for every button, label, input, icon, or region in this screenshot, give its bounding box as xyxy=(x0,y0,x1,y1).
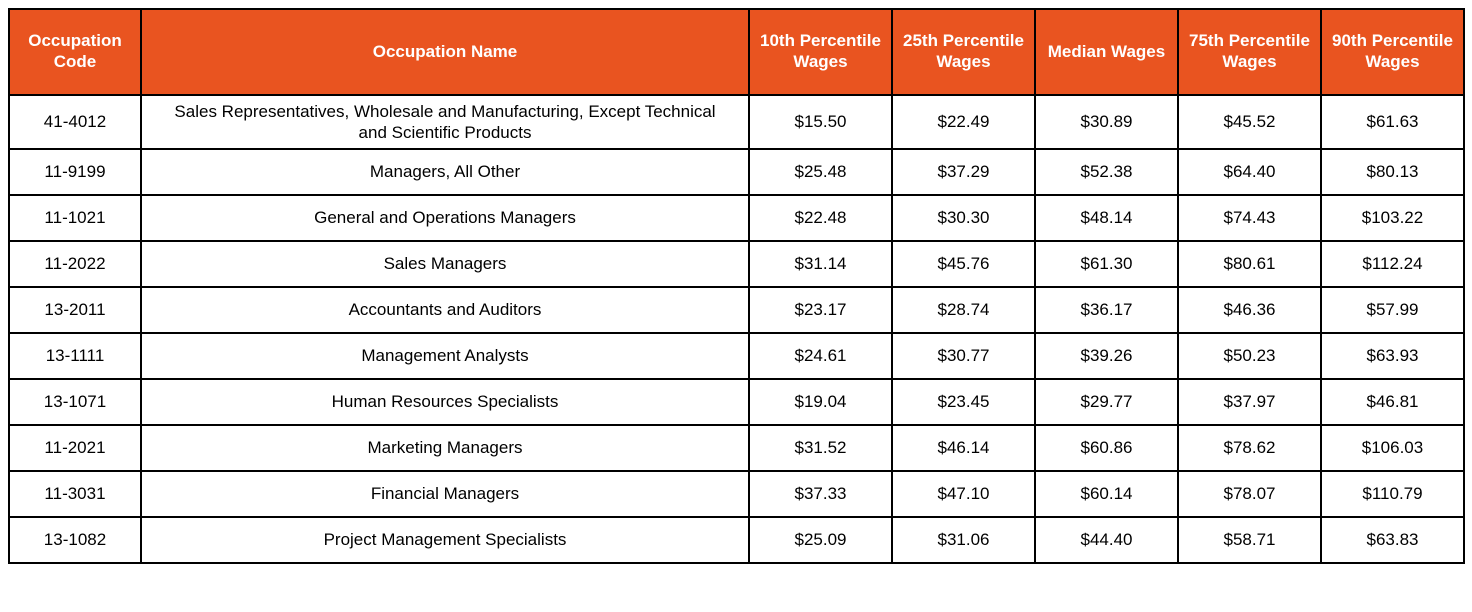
wage-90th-cell: $63.93 xyxy=(1320,332,1465,380)
wage-median-cell: $60.86 xyxy=(1034,424,1179,472)
col-header-90th-percentile-wages: 90th Percentile Wages xyxy=(1320,8,1465,96)
occupation-code-cell: 41-4012 xyxy=(8,94,142,150)
wage-10th-cell: $15.50 xyxy=(748,94,893,150)
wage-90th-cell: $103.22 xyxy=(1320,194,1465,242)
wage-90th-cell: $63.83 xyxy=(1320,516,1465,564)
occupation-name-cell: Marketing Managers xyxy=(140,424,750,472)
occupation-name-cell: General and Operations Managers xyxy=(140,194,750,242)
wage-median-cell: $60.14 xyxy=(1034,470,1179,518)
wage-25th-cell: $31.06 xyxy=(891,516,1036,564)
col-header-occupation-name: Occupation Name xyxy=(140,8,750,96)
table-row: 11-2021 Marketing Managers $31.52 $46.14 $60… xyxy=(8,424,1465,472)
occupation-code-cell: 11-1021 xyxy=(8,194,142,242)
table-row: 13-2011 Accountants and Auditors $23.17 $28… xyxy=(8,286,1465,334)
col-header-75th-percentile-wages: 75th Percentile Wages xyxy=(1177,8,1322,96)
occupation-code-cell: 13-1082 xyxy=(8,516,142,564)
occupation-code-cell: 13-2011 xyxy=(8,286,142,334)
wage-75th-cell: $37.97 xyxy=(1177,378,1322,426)
wage-median-cell: $36.17 xyxy=(1034,286,1179,334)
table-row: 13-1082 Project Management Specialists $25… xyxy=(8,516,1465,564)
wage-75th-cell: $50.23 xyxy=(1177,332,1322,380)
occupation-name-cell: Management Analysts xyxy=(140,332,750,380)
wage-25th-cell: $46.14 xyxy=(891,424,1036,472)
occupation-name-cell: Sales Representatives, Wholesale and Man… xyxy=(140,94,750,150)
wage-25th-cell: $30.30 xyxy=(891,194,1036,242)
wage-25th-cell: $22.49 xyxy=(891,94,1036,150)
wage-median-cell: $39.26 xyxy=(1034,332,1179,380)
wage-25th-cell: $45.76 xyxy=(891,240,1036,288)
wage-90th-cell: $112.24 xyxy=(1320,240,1465,288)
wage-10th-cell: $23.17 xyxy=(748,286,893,334)
table-body: 41-4012 Sales Representatives, Wholesale … xyxy=(8,94,1465,564)
wage-90th-cell: $80.13 xyxy=(1320,148,1465,196)
occupation-code-cell: 11-9199 xyxy=(8,148,142,196)
wage-10th-cell: $22.48 xyxy=(748,194,893,242)
wage-median-cell: $44.40 xyxy=(1034,516,1179,564)
table-row: 11-9199 Managers, All Other $25.48 $37.29 $5… xyxy=(8,148,1465,196)
wage-90th-cell: $110.79 xyxy=(1320,470,1465,518)
table-row: 13-1111 Management Analysts $24.61 $30.77 $3… xyxy=(8,332,1465,380)
wage-10th-cell: $25.48 xyxy=(748,148,893,196)
wage-median-cell: $48.14 xyxy=(1034,194,1179,242)
occupation-name-cell: Sales Managers xyxy=(140,240,750,288)
occupation-code-cell: 13-1111 xyxy=(8,332,142,380)
wage-75th-cell: $45.52 xyxy=(1177,94,1322,150)
wage-median-cell: $61.30 xyxy=(1034,240,1179,288)
occupation-name-cell: Human Resources Specialists xyxy=(140,378,750,426)
wage-median-cell: $29.77 xyxy=(1034,378,1179,426)
wage-90th-cell: $57.99 xyxy=(1320,286,1465,334)
occupation-code-cell: 11-3031 xyxy=(8,470,142,518)
wage-90th-cell: $106.03 xyxy=(1320,424,1465,472)
wage-10th-cell: $31.52 xyxy=(748,424,893,472)
occupation-code-cell: 11-2022 xyxy=(8,240,142,288)
table-header: Occupation Code Occupation Name 10th Perce… xyxy=(8,8,1465,96)
col-header-occupation-code: Occupation Code xyxy=(8,8,142,96)
occupation-code-cell: 11-2021 xyxy=(8,424,142,472)
wage-median-cell: $52.38 xyxy=(1034,148,1179,196)
wage-10th-cell: $25.09 xyxy=(748,516,893,564)
col-header-median-wages: Median Wages xyxy=(1034,8,1179,96)
table-row: 11-3031 Financial Managers $37.33 $47.10 $60… xyxy=(8,470,1465,518)
wage-90th-cell: $61.63 xyxy=(1320,94,1465,150)
table-row: 11-1021 General and Operations Managers $2… xyxy=(8,194,1465,242)
wage-table-container: Occupation Code Occupation Name 10th Perce… xyxy=(8,8,1465,564)
wage-75th-cell: $78.07 xyxy=(1177,470,1322,518)
table-row: 41-4012 Sales Representatives, Wholesale … xyxy=(8,94,1465,150)
wage-25th-cell: $47.10 xyxy=(891,470,1036,518)
occupation-name-cell: Project Management Specialists xyxy=(140,516,750,564)
table-row: 13-1071 Human Resources Specialists $19.04… xyxy=(8,378,1465,426)
wage-75th-cell: $80.61 xyxy=(1177,240,1322,288)
table-row: 11-2022 Sales Managers $31.14 $45.76 $61.30 $… xyxy=(8,240,1465,288)
wage-75th-cell: $46.36 xyxy=(1177,286,1322,334)
wage-10th-cell: $37.33 xyxy=(748,470,893,518)
wage-75th-cell: $78.62 xyxy=(1177,424,1322,472)
wage-25th-cell: $30.77 xyxy=(891,332,1036,380)
col-header-10th-percentile-wages: 10th Percentile Wages xyxy=(748,8,893,96)
occupation-code-cell: 13-1071 xyxy=(8,378,142,426)
occupation-name-cell: Accountants and Auditors xyxy=(140,286,750,334)
occupation-name-cell: Managers, All Other xyxy=(140,148,750,196)
wage-75th-cell: $64.40 xyxy=(1177,148,1322,196)
wage-90th-cell: $46.81 xyxy=(1320,378,1465,426)
wage-10th-cell: $31.14 xyxy=(748,240,893,288)
wage-25th-cell: $37.29 xyxy=(891,148,1036,196)
wage-25th-cell: $23.45 xyxy=(891,378,1036,426)
wage-10th-cell: $19.04 xyxy=(748,378,893,426)
occupation-name-cell: Financial Managers xyxy=(140,470,750,518)
wage-median-cell: $30.89 xyxy=(1034,94,1179,150)
wage-25th-cell: $28.74 xyxy=(891,286,1036,334)
header-row: Occupation Code Occupation Name 10th Perce… xyxy=(8,8,1465,96)
wage-10th-cell: $24.61 xyxy=(748,332,893,380)
occupation-wage-table: Occupation Code Occupation Name 10th Perce… xyxy=(8,8,1465,564)
wage-75th-cell: $58.71 xyxy=(1177,516,1322,564)
col-header-25th-percentile-wages: 25th Percentile Wages xyxy=(891,8,1036,96)
wage-75th-cell: $74.43 xyxy=(1177,194,1322,242)
